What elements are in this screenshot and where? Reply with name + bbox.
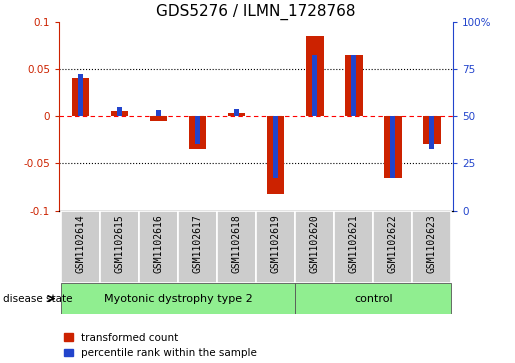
Bar xyxy=(313,55,317,116)
Text: GSM1102620: GSM1102620 xyxy=(310,214,320,273)
Bar xyxy=(234,109,239,116)
Text: GSM1102618: GSM1102618 xyxy=(232,214,242,273)
Bar xyxy=(61,211,100,283)
Bar xyxy=(78,74,83,116)
Bar xyxy=(61,283,295,314)
Bar xyxy=(195,116,200,144)
Text: GSM1102615: GSM1102615 xyxy=(115,214,125,273)
Bar xyxy=(157,110,161,116)
Bar xyxy=(384,116,402,178)
Bar xyxy=(117,107,122,116)
Bar xyxy=(139,211,178,283)
Bar xyxy=(273,116,278,178)
Bar xyxy=(390,116,395,178)
Bar xyxy=(100,211,139,283)
Text: GSM1102622: GSM1102622 xyxy=(388,214,398,273)
Bar xyxy=(72,78,90,116)
Bar xyxy=(217,211,256,283)
Bar xyxy=(373,211,412,283)
Bar xyxy=(295,211,334,283)
Text: disease state: disease state xyxy=(3,294,72,303)
Bar xyxy=(351,55,356,116)
Text: GSM1102619: GSM1102619 xyxy=(271,214,281,273)
Bar xyxy=(228,113,246,116)
Bar xyxy=(178,211,217,283)
Bar xyxy=(412,211,451,283)
Text: Myotonic dystrophy type 2: Myotonic dystrophy type 2 xyxy=(104,294,252,303)
Bar xyxy=(430,116,434,149)
Bar xyxy=(150,116,167,121)
Text: GSM1102621: GSM1102621 xyxy=(349,214,359,273)
Text: GSM1102616: GSM1102616 xyxy=(153,214,164,273)
Bar xyxy=(345,55,363,116)
Text: control: control xyxy=(354,294,392,303)
Text: GSM1102614: GSM1102614 xyxy=(76,214,85,273)
Bar xyxy=(295,283,451,314)
Bar xyxy=(189,116,207,149)
Title: GDS5276 / ILMN_1728768: GDS5276 / ILMN_1728768 xyxy=(157,4,356,20)
Bar xyxy=(256,211,295,283)
Bar xyxy=(306,36,323,116)
Text: GSM1102623: GSM1102623 xyxy=(427,214,437,273)
Bar xyxy=(111,111,128,116)
Legend: transformed count, percentile rank within the sample: transformed count, percentile rank withi… xyxy=(64,333,257,358)
Bar xyxy=(334,211,373,283)
Bar xyxy=(267,116,284,193)
Bar xyxy=(423,116,440,144)
Text: GSM1102617: GSM1102617 xyxy=(193,214,203,273)
